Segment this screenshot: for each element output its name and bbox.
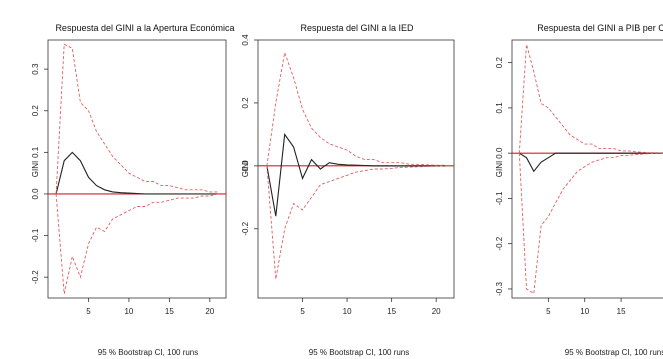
chart-1-title: Respuesta del GINI a la Apertura Económi…: [55, 23, 234, 33]
chart-3-x-tick-label: 15: [617, 307, 626, 316]
chart-1-y-tick-label: 0.3: [31, 63, 40, 75]
chart-3-upper-bound-line: [518, 44, 663, 154]
chart-2-footer-note: 95 % Bootstrap CI, 100 runs: [309, 348, 410, 357]
chart-1-footer-note: 95 % Bootstrap CI, 100 runs: [98, 348, 199, 357]
chart-2-title: Respuesta del GINI a la IED: [300, 23, 414, 33]
chart-2-y-tick-label: 0.4: [241, 34, 250, 46]
chart-1-y-axis-label: GINI: [31, 161, 40, 177]
chart-2-lower-bound-line: [266, 165, 446, 280]
chart-1-panel: Respuesta del GINI a la Apertura Económi…: [31, 23, 235, 357]
chart-3-y-tick-label: -0.3: [495, 282, 504, 296]
chart-3-title: Respuesta del GINI a PIB per Cap: [537, 23, 663, 33]
chart-1-y-tick-label: 0.0: [31, 188, 40, 200]
chart-2-x-tick-label: 5: [300, 307, 305, 316]
chart-2-y-tick-label: 0.2: [241, 97, 250, 109]
chart-1-response-line: [55, 151, 218, 195]
chart-2-upper-bound-line: [266, 50, 446, 166]
chart-1-x-tick-label: 15: [165, 307, 174, 316]
chart-2-y-axis-label: GINI: [241, 161, 250, 177]
chart-2-x-tick-label: 20: [432, 307, 441, 316]
chart-3-plot-frame: [511, 39, 663, 299]
chart-1-y-tick-label: 0.1: [31, 146, 40, 158]
chart-1-upper-bound-line: [55, 43, 218, 195]
chart-3-footer-note: 95 % Bootstrap CI, 100 runs: [565, 348, 663, 357]
chart-2-response-line: [266, 132, 446, 217]
chart-1-plot-frame: [47, 39, 227, 299]
chart-2-x-tick-label: 15: [387, 307, 396, 316]
chart-1-y-tick-label: -0.1: [31, 228, 40, 242]
chart-2-panel: Respuesta del GINI a la IED GINI -0.2 0.0 0.…: [241, 23, 455, 357]
chart-3-response-line: [519, 152, 663, 173]
chart-1-y-tick-label: 0.2: [31, 105, 40, 117]
chart-2-y-tick-label: 0.0: [241, 160, 250, 172]
chart-3-y-tick-label: -0.1: [495, 191, 504, 205]
chart-1-x-tick-label: 5: [86, 307, 91, 316]
chart-1-y-tick-label: -0.2: [31, 270, 40, 284]
chart-3-panel: Respuesta del GINI a PIB per Cap GINI -0.3…: [495, 23, 663, 357]
chart-3-y-tick-label: 0.2: [495, 57, 504, 69]
chart-1-x-tick-label: 10: [124, 307, 133, 316]
chart-2-plot-frame: [257, 39, 455, 299]
chart-1-x-tick-label: 20: [205, 307, 214, 316]
chart-2-y-tick-label: -0.2: [241, 221, 250, 235]
chart-3-lower-bound-line: [518, 152, 663, 295]
chart-3-y-tick-label: -0.2: [495, 236, 504, 250]
chart-3-y-axis-label: GINI: [495, 161, 504, 177]
chart-3-x-tick-label: 10: [580, 307, 589, 316]
chart-1-lower-bound-line: [55, 193, 219, 294]
chart-2-x-tick-label: 10: [343, 307, 352, 316]
chart-3-x-tick-label: 5: [546, 307, 551, 316]
chart-3-y-tick-label: 0.1: [495, 102, 504, 114]
chart-3-y-tick-label: 0.0: [495, 147, 504, 159]
